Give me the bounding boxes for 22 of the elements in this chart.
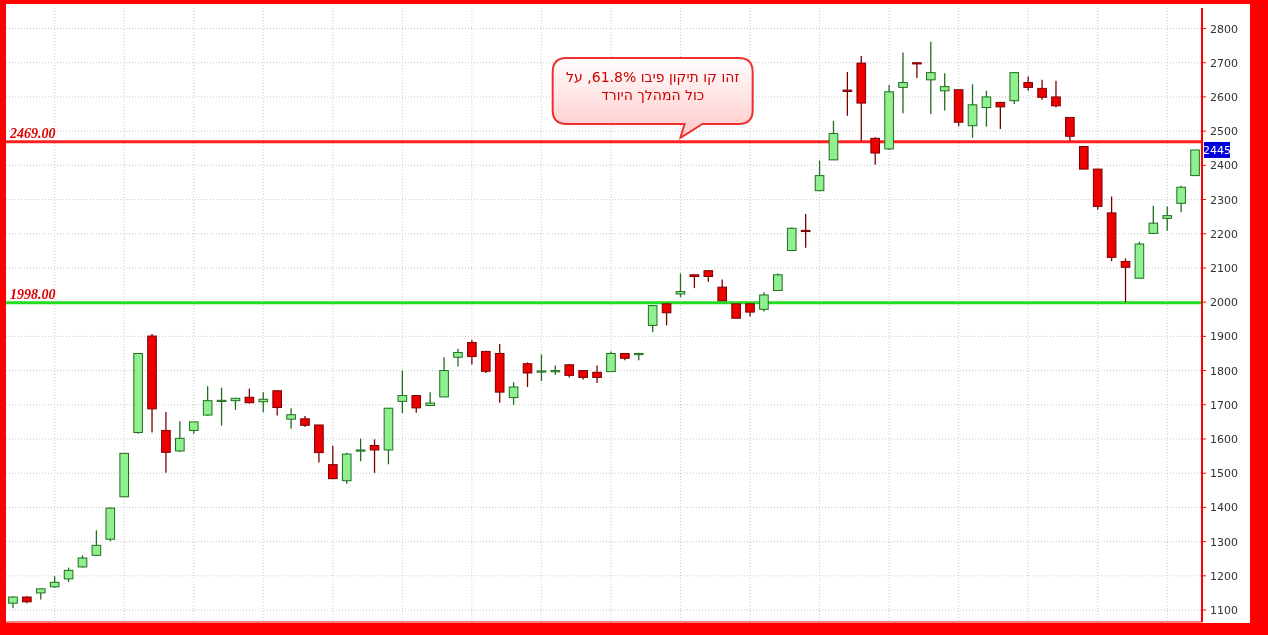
annotation: זהו קו תיקון פיבו 61.8%, על כול המהלך היורד [566,69,740,103]
ref-line-label: 2469.00 [9,125,56,141]
y-tick-label: 1500 [1210,467,1238,481]
y-tick-label: 1100 [1210,604,1238,618]
y-tick-label: 2300 [1210,193,1238,207]
annotation: 2445 [1203,143,1231,157]
y-tick-label: 2200 [1210,227,1238,241]
y-tick-label: 1200 [1210,569,1238,583]
ref-line-label: 1998.00 [10,286,56,302]
y-tick-label: 2400 [1210,159,1238,173]
y-tick-label: 1600 [1210,433,1238,446]
y-tick-label: 1900 [1210,330,1238,344]
y-tick-label: 2000 [1210,296,1238,310]
y-tick-label: 2700 [1210,56,1238,70]
y-tick-label: 1800 [1210,364,1238,378]
y-tick-label: 1700 [1210,398,1238,412]
y-tick-label: 2500 [1210,125,1238,139]
y-tick-label: 2800 [1210,22,1238,36]
y-tick-label: 2600 [1210,90,1238,104]
y-tick-label: 1400 [1210,501,1238,515]
y-tick-label: 1300 [1210,535,1238,549]
y-tick-label: 2100 [1210,261,1238,275]
